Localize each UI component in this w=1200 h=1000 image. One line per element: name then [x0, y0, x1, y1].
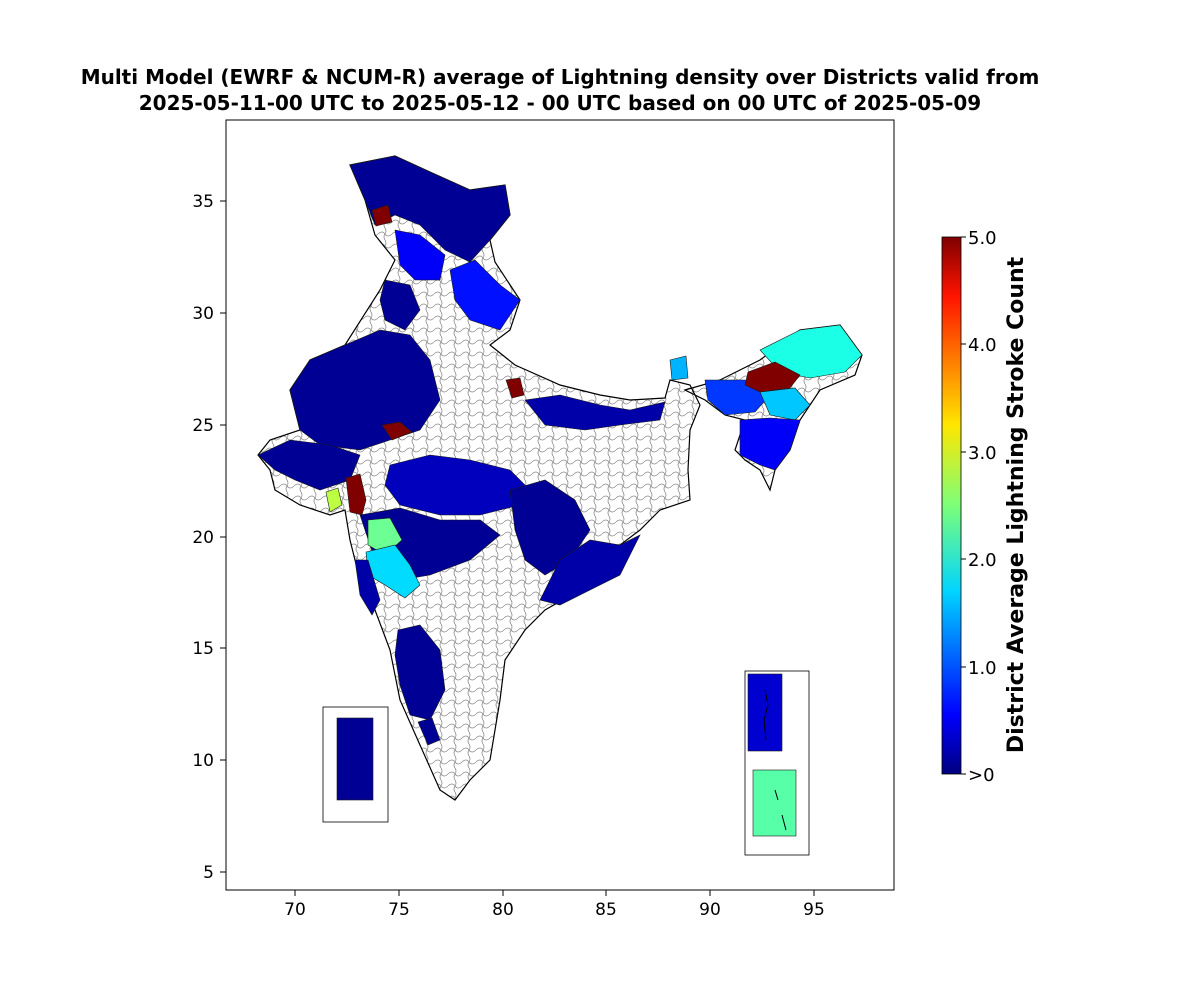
colorbar-ticks: >0 1.0 2.0 3.0 4.0 5.0	[961, 228, 997, 786]
colorbar-tick-label: 2.0	[968, 550, 997, 571]
region-up-spot	[505, 377, 525, 399]
y-tick-label: 25	[192, 416, 214, 436]
region-nicobar	[752, 769, 797, 837]
title-line-2: 2025-05-11-00 UTC to 2025-05-12 - 00 UTC…	[138, 91, 982, 115]
colorbar	[941, 236, 962, 775]
region-assam-central	[744, 361, 801, 393]
x-tick-label: 90	[699, 900, 721, 920]
colorbar-tick-label: 4.0	[968, 335, 997, 356]
region-punjab-haryana	[379, 279, 421, 331]
region-andaman	[747, 673, 783, 752]
colorbar-tick-label: 3.0	[968, 443, 997, 464]
map-frame	[225, 119, 895, 891]
x-axis: 70 75 80 85 90 95	[284, 890, 825, 920]
region-rajasthan	[289, 329, 441, 451]
colorbar-tick-label: >0	[968, 765, 995, 786]
y-tick-label: 30	[192, 304, 214, 324]
x-tick-label: 95	[803, 900, 825, 920]
x-tick-label: 85	[595, 900, 617, 920]
y-tick-label: 10	[192, 751, 214, 771]
map-title: Multi Model (EWRF & NCUM-R) average of L…	[0, 64, 1120, 116]
colorbar-title: District Average Lightning Stroke Count	[1004, 256, 1029, 753]
title-line-1: Multi Model (EWRF & NCUM-R) average of L…	[80, 65, 1040, 89]
region-manipur-mizoram	[739, 417, 801, 471]
x-tick-label: 70	[284, 900, 306, 920]
x-tick-label: 75	[388, 900, 410, 920]
region-sikkim	[669, 355, 689, 381]
region-lakshadweep	[336, 717, 374, 801]
island-outlines	[763, 689, 787, 831]
region-kerala	[417, 717, 441, 746]
region-saurashtra-spot	[325, 487, 343, 513]
region-uttarakhand	[449, 259, 521, 331]
y-tick-label: 35	[192, 192, 214, 212]
region-north-kashmir-spot	[371, 204, 393, 227]
colorbar-tick-label: 5.0	[968, 228, 997, 249]
y-tick-label: 15	[192, 639, 214, 659]
region-south-gujarat	[345, 473, 367, 516]
y-tick-label: 5	[203, 863, 214, 883]
y-axis: 5 10 15 20 25 30 35	[192, 192, 226, 883]
region-himachal	[394, 229, 446, 281]
region-nagaland	[759, 387, 811, 421]
district-regions	[257, 155, 863, 746]
region-rajasthan-spot	[381, 421, 413, 441]
x-tick-label: 80	[492, 900, 514, 920]
region-odisha	[539, 534, 641, 606]
region-konkan	[354, 559, 381, 616]
y-tick-label: 20	[192, 528, 214, 548]
region-bihar-east	[524, 394, 666, 431]
colorbar-tick-label: 1.0	[968, 658, 997, 679]
